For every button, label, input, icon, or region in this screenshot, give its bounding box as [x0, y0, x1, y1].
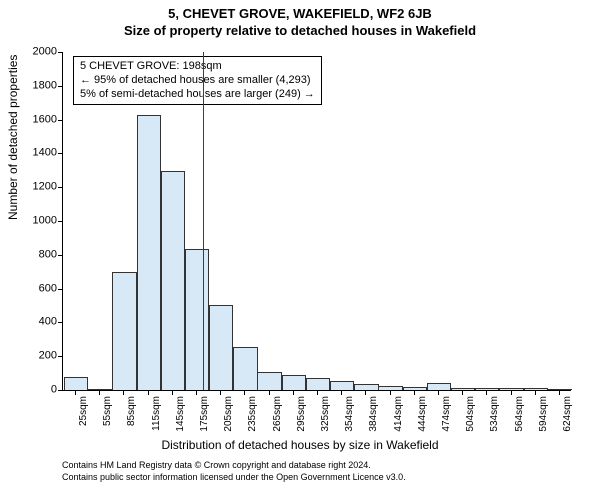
y-tick-label: 1000	[23, 216, 63, 227]
histogram-bar	[403, 387, 427, 390]
y-tick-mark	[58, 52, 63, 53]
histogram-bar	[161, 171, 185, 390]
y-tick-label: 1600	[23, 114, 63, 125]
x-tick-label: 295sqm	[296, 396, 307, 432]
x-tick-label: 384sqm	[368, 396, 379, 432]
y-tick-mark	[58, 289, 63, 290]
histogram-bar	[112, 272, 136, 390]
x-tick-mark	[293, 390, 294, 395]
histogram-bar	[64, 377, 88, 390]
y-tick-mark	[58, 221, 63, 222]
x-tick-label: 265sqm	[272, 396, 283, 432]
footer-line-1: Contains HM Land Registry data © Crown c…	[62, 460, 406, 472]
x-tick-label: 55sqm	[102, 396, 113, 426]
x-tick-mark	[172, 390, 173, 395]
x-tick-label: 25sqm	[78, 396, 89, 426]
x-tick-mark	[244, 390, 245, 395]
histogram-bar	[257, 372, 281, 390]
histogram-bar	[548, 389, 572, 391]
x-tick-label: 325sqm	[320, 396, 331, 432]
x-tick-mark	[269, 390, 270, 395]
title-sub: Size of property relative to detached ho…	[0, 21, 600, 38]
footer-line-2: Contains public sector information licen…	[62, 472, 406, 484]
y-tick-label: 200	[23, 351, 63, 362]
y-tick-label: 800	[23, 249, 63, 260]
x-tick-mark	[535, 390, 536, 395]
x-tick-label: 205sqm	[223, 396, 234, 432]
y-tick-mark	[58, 322, 63, 323]
y-tick-mark	[58, 187, 63, 188]
y-axis-label: Number of detached properties	[6, 55, 20, 220]
y-tick-label: 600	[23, 283, 63, 294]
histogram-bar	[282, 375, 306, 390]
x-tick-mark	[559, 390, 560, 395]
title-main: 5, CHEVET GROVE, WAKEFIELD, WF2 6JB	[0, 0, 600, 21]
footer-attribution: Contains HM Land Registry data © Crown c…	[62, 460, 406, 483]
histogram-bar	[185, 249, 209, 390]
y-tick-mark	[58, 356, 63, 357]
histogram-bar	[330, 381, 354, 390]
y-tick-label: 1200	[23, 182, 63, 193]
x-tick-label: 564sqm	[514, 396, 525, 432]
x-tick-label: 115sqm	[151, 396, 162, 431]
x-tick-mark	[148, 390, 149, 395]
y-tick-mark	[58, 86, 63, 87]
histogram-bar	[378, 386, 402, 390]
y-tick-mark	[58, 153, 63, 154]
x-tick-mark	[486, 390, 487, 395]
histogram-bar	[524, 388, 548, 390]
x-tick-mark	[511, 390, 512, 395]
annotation-line-2: ← 95% of detached houses are smaller (4,…	[80, 74, 315, 88]
x-tick-mark	[317, 390, 318, 395]
histogram-bar	[499, 388, 523, 390]
x-tick-mark	[341, 390, 342, 395]
histogram-bar	[209, 305, 233, 391]
y-tick-mark	[58, 255, 63, 256]
x-tick-label: 414sqm	[393, 396, 404, 432]
histogram-bar	[233, 347, 257, 390]
x-tick-mark	[462, 390, 463, 395]
chart-plot-area: 5 CHEVET GROVE: 198sqm ← 95% of detached…	[62, 52, 571, 391]
histogram-bar	[137, 115, 161, 390]
y-tick-label: 1400	[23, 148, 63, 159]
histogram-bar	[88, 389, 112, 390]
x-tick-mark	[365, 390, 366, 395]
histogram-bar	[354, 384, 378, 390]
chart-container: 5, CHEVET GROVE, WAKEFIELD, WF2 6JB Size…	[0, 0, 600, 500]
x-tick-label: 235sqm	[247, 396, 258, 432]
x-tick-mark	[414, 390, 415, 395]
y-tick-label: 400	[23, 317, 63, 328]
x-tick-label: 474sqm	[441, 396, 452, 432]
x-tick-label: 175sqm	[199, 396, 210, 432]
y-tick-label: 1800	[23, 80, 63, 91]
x-tick-label: 594sqm	[538, 396, 549, 432]
annotation-line-3: 5% of semi-detached houses are larger (2…	[80, 88, 315, 102]
histogram-bar	[475, 388, 499, 390]
x-tick-mark	[123, 390, 124, 395]
x-tick-label: 354sqm	[344, 396, 355, 432]
x-tick-mark	[99, 390, 100, 395]
y-tick-mark	[58, 390, 63, 391]
histogram-bar	[427, 383, 451, 390]
x-tick-label: 145sqm	[175, 396, 186, 432]
y-tick-label: 0	[23, 385, 63, 396]
x-tick-label: 534sqm	[489, 396, 500, 432]
x-tick-mark	[438, 390, 439, 395]
x-axis-label: Distribution of detached houses by size …	[0, 438, 600, 452]
x-tick-mark	[390, 390, 391, 395]
histogram-bar	[306, 378, 330, 390]
x-tick-mark	[220, 390, 221, 395]
reference-line	[203, 52, 204, 390]
annotation-box: 5 CHEVET GROVE: 198sqm ← 95% of detached…	[73, 56, 322, 105]
x-tick-label: 85sqm	[126, 396, 137, 426]
x-tick-label: 444sqm	[417, 396, 428, 432]
y-tick-label: 2000	[23, 47, 63, 58]
x-tick-label: 504sqm	[465, 396, 476, 432]
y-tick-mark	[58, 120, 63, 121]
x-tick-label: 624sqm	[562, 396, 573, 432]
x-tick-mark	[75, 390, 76, 395]
x-tick-mark	[196, 390, 197, 395]
annotation-line-1: 5 CHEVET GROVE: 198sqm	[80, 60, 315, 74]
